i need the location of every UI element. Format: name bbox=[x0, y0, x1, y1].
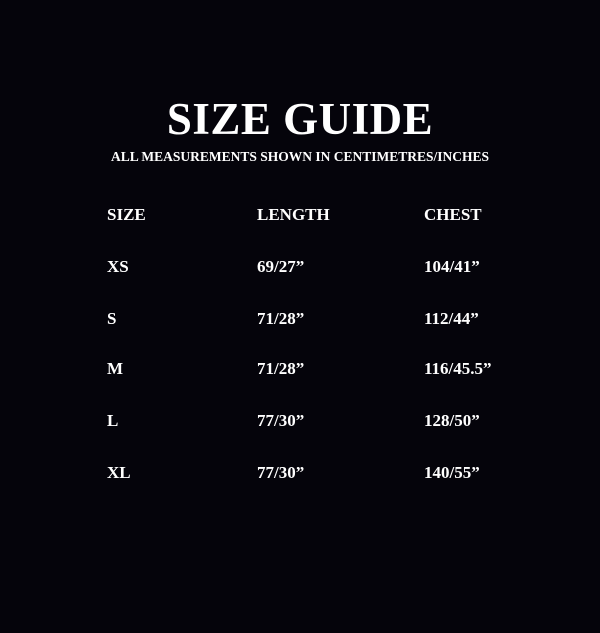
cell-chest: 112/44” bbox=[424, 309, 479, 328]
cell-chest: 140/55” bbox=[424, 463, 480, 482]
cell-chest: 116/45.5” bbox=[424, 359, 492, 378]
cell-chest: 128/50” bbox=[424, 411, 480, 430]
cell-length: 71/28” bbox=[257, 359, 305, 378]
cell-size: XL bbox=[107, 463, 131, 482]
cell-size: M bbox=[107, 359, 124, 378]
cell-chest: 104/41” bbox=[424, 257, 480, 276]
subtitle: ALL MEASUREMENTS SHOWN IN CENTIMETRES/IN… bbox=[110, 149, 490, 164]
cell-length: 77/30” bbox=[257, 411, 305, 430]
cell-length: 77/30” bbox=[257, 463, 305, 482]
cell-size: L bbox=[107, 411, 119, 430]
cell-length: 71/28” bbox=[257, 309, 305, 328]
header-size: SIZE bbox=[107, 205, 146, 224]
header-chest: CHEST bbox=[424, 205, 482, 224]
page-title: SIZE GUIDE bbox=[166, 94, 434, 144]
cell-length: 69/27” bbox=[257, 257, 305, 276]
cell-size: S bbox=[107, 309, 117, 328]
cell-size: XS bbox=[107, 257, 129, 276]
header-length: LENGTH bbox=[257, 205, 330, 224]
